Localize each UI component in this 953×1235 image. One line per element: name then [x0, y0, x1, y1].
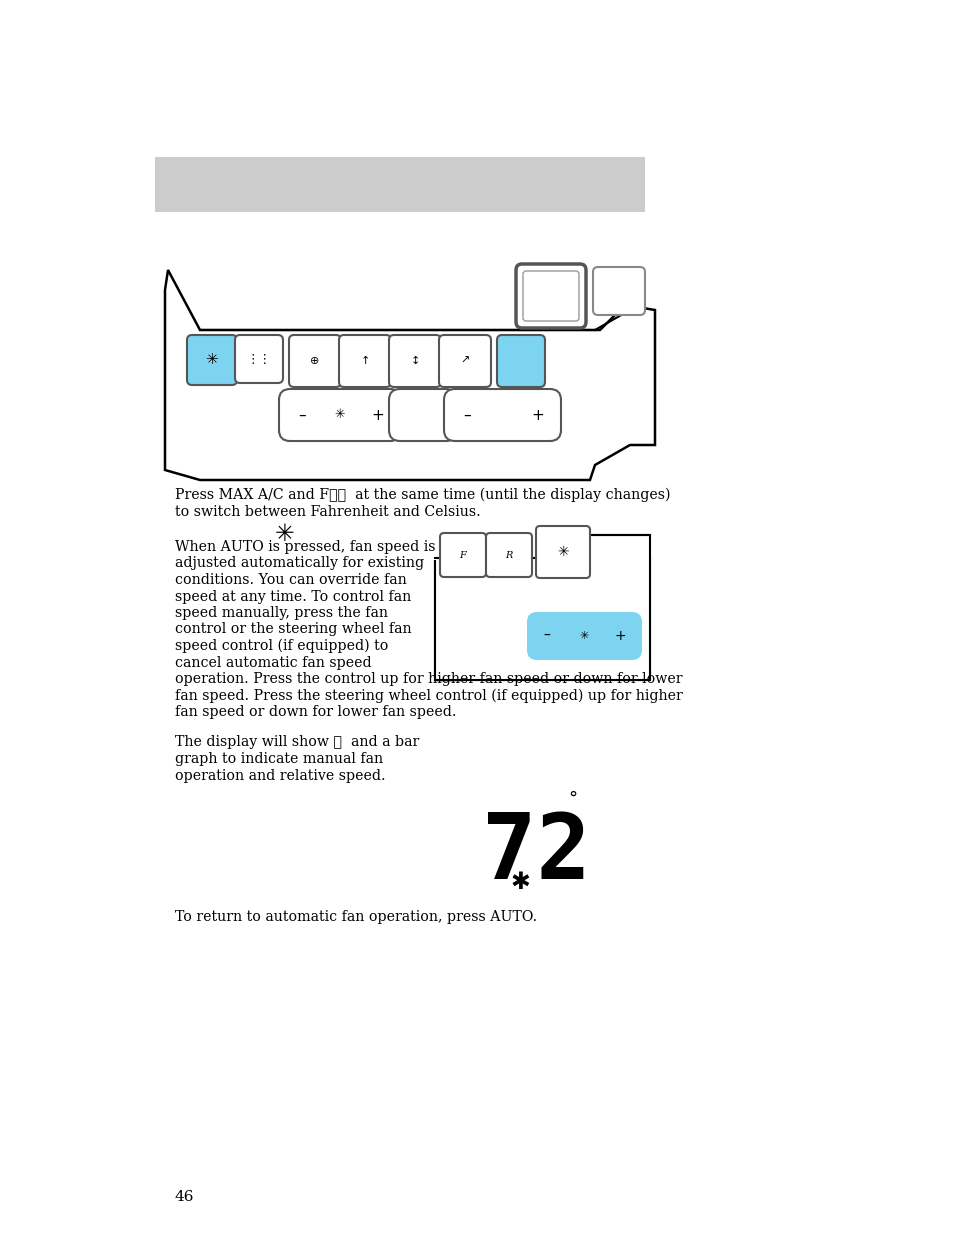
- FancyBboxPatch shape: [443, 389, 560, 441]
- FancyBboxPatch shape: [438, 335, 491, 387]
- Text: fan speed. Press the steering wheel control (if equipped) up for higher: fan speed. Press the steering wheel cont…: [174, 688, 682, 703]
- Polygon shape: [165, 270, 655, 480]
- Text: R: R: [505, 551, 512, 559]
- Text: ✳: ✳: [557, 545, 568, 559]
- FancyBboxPatch shape: [439, 534, 485, 577]
- FancyBboxPatch shape: [526, 613, 641, 659]
- Text: ✳: ✳: [578, 631, 588, 641]
- Text: –: –: [543, 629, 550, 643]
- Text: ⊕: ⊕: [310, 356, 319, 366]
- Polygon shape: [435, 535, 649, 680]
- Text: –: –: [298, 408, 306, 422]
- Text: The display will show ✱  and a bar: The display will show ✱ and a bar: [174, 735, 418, 748]
- Text: adjusted automatically for existing: adjusted automatically for existing: [174, 557, 424, 571]
- Text: To return to automatic fan operation, press AUTO.: To return to automatic fan operation, pr…: [174, 910, 537, 924]
- Text: –: –: [463, 408, 471, 422]
- Text: speed at any time. To control fan: speed at any time. To control fan: [174, 589, 411, 604]
- Text: cancel automatic fan speed: cancel automatic fan speed: [174, 656, 372, 669]
- Text: control or the steering wheel fan: control or the steering wheel fan: [174, 622, 411, 636]
- Text: 46: 46: [174, 1191, 194, 1204]
- FancyBboxPatch shape: [485, 534, 532, 577]
- Text: speed control (if equipped) to: speed control (if equipped) to: [174, 638, 388, 653]
- Text: fan speed or down for lower fan speed.: fan speed or down for lower fan speed.: [174, 705, 456, 719]
- Text: operation. Press the control up for higher fan speed or down for lower: operation. Press the control up for high…: [174, 672, 681, 685]
- Text: ✱: ✱: [510, 869, 529, 894]
- Text: ↕: ↕: [410, 356, 419, 366]
- Text: to switch between Fahrenheit and Celsius.: to switch between Fahrenheit and Celsius…: [174, 505, 480, 519]
- Text: °: °: [567, 790, 577, 808]
- Text: When AUTO is pressed, fan speed is: When AUTO is pressed, fan speed is: [174, 540, 435, 555]
- Text: ↗: ↗: [460, 356, 469, 366]
- FancyBboxPatch shape: [435, 535, 649, 680]
- Text: speed manually, press the fan: speed manually, press the fan: [174, 606, 388, 620]
- FancyBboxPatch shape: [289, 335, 340, 387]
- Text: ✳: ✳: [274, 522, 294, 546]
- Text: ⋮⋮: ⋮⋮: [246, 353, 272, 367]
- FancyBboxPatch shape: [497, 335, 544, 387]
- FancyBboxPatch shape: [278, 389, 400, 441]
- Text: graph to indicate manual fan: graph to indicate manual fan: [174, 752, 383, 766]
- FancyBboxPatch shape: [389, 389, 456, 441]
- FancyBboxPatch shape: [593, 267, 644, 315]
- FancyBboxPatch shape: [389, 335, 440, 387]
- Text: +: +: [614, 629, 625, 643]
- Text: operation and relative speed.: operation and relative speed.: [174, 769, 385, 783]
- FancyBboxPatch shape: [187, 335, 236, 385]
- Text: ✳: ✳: [335, 409, 345, 421]
- FancyBboxPatch shape: [338, 335, 391, 387]
- Text: ✳: ✳: [206, 352, 218, 368]
- FancyBboxPatch shape: [536, 526, 589, 578]
- FancyBboxPatch shape: [433, 530, 551, 559]
- Text: conditions. You can override fan: conditions. You can override fan: [174, 573, 406, 587]
- Text: Press MAX A/C and FⓉⓩ  at the same time (until the display changes): Press MAX A/C and FⓉⓩ at the same time (…: [174, 488, 670, 503]
- FancyBboxPatch shape: [516, 264, 585, 329]
- FancyBboxPatch shape: [234, 335, 283, 383]
- Text: +: +: [531, 408, 544, 422]
- FancyBboxPatch shape: [522, 270, 578, 321]
- FancyBboxPatch shape: [154, 157, 644, 212]
- Text: +: +: [372, 408, 384, 422]
- Text: 72: 72: [481, 810, 590, 898]
- Text: ↑: ↑: [360, 356, 370, 366]
- Text: F: F: [459, 551, 466, 559]
